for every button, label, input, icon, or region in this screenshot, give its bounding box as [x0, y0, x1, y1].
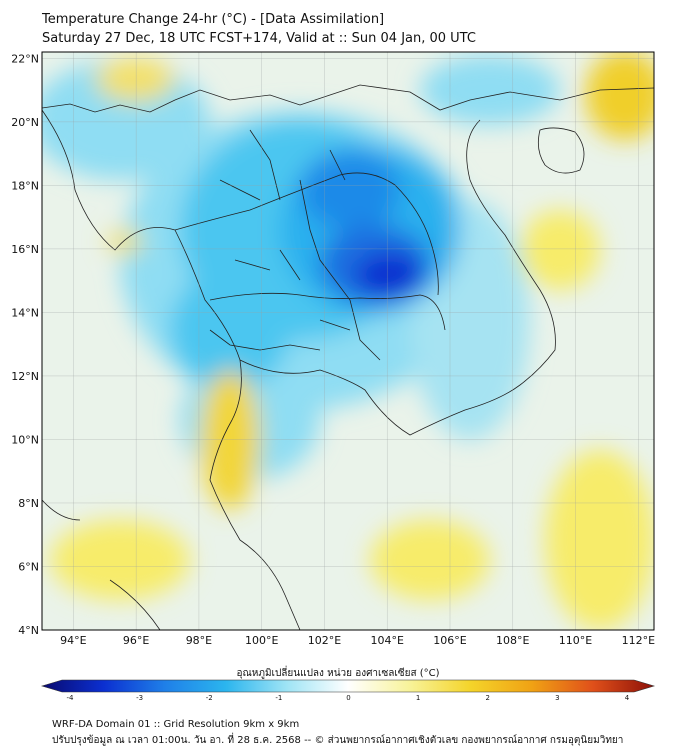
lat-label: 10°N [11, 433, 39, 446]
latitude-labels: 22°N 20°N 18°N 16°N 14°N 12°N 10°N 8°N 6°N 4°N [11, 52, 39, 637]
colorbar-tick-label: 0 [346, 694, 350, 702]
lon-label: 100°E [245, 634, 278, 647]
map-title: Temperature Change 24-hr (°C) - [Data As… [42, 12, 385, 27]
colorbar-tick-label: 4 [625, 694, 630, 702]
lon-label: 102°E [308, 634, 341, 647]
temperature-field [42, 52, 654, 630]
lon-label: 106°E [433, 634, 466, 647]
lat-label: 18°N [11, 179, 39, 192]
country-borders [42, 84, 654, 630]
colorbar: -4 -3 -2 -1 0 1 2 3 4 [40, 679, 656, 702]
longitude-labels: 94°E 96°E 98°E 100°E 102°E 104°E 106°E 108°E 110… [60, 634, 655, 647]
map-frame [41, 51, 655, 631]
lat-label: 22°N [11, 52, 39, 65]
colorbar-tick-label: -2 [206, 694, 213, 702]
colorbar-tick-label: 1 [416, 694, 420, 702]
lat-label: 14°N [11, 306, 39, 319]
lon-label: 94°E [60, 634, 86, 647]
lon-label: 108°E [496, 634, 529, 647]
credit-line: ปรับปรุงข้อมูล ณ เวลา 01:00น. วัน อา. ที… [52, 735, 624, 746]
colorbar-ticks: -4 -3 -2 -1 0 1 2 3 4 [67, 694, 630, 702]
colorbar-tick-label: 2 [486, 694, 490, 702]
lat-label: 6°N [18, 560, 39, 573]
lon-label: 96°E [123, 634, 149, 647]
lat-label: 12°N [11, 370, 39, 383]
lat-label: 8°N [18, 497, 39, 510]
graticule [42, 52, 654, 630]
lat-label: 20°N [11, 116, 39, 129]
lat-label: 4°N [18, 624, 39, 637]
lon-label: 98°E [186, 634, 212, 647]
colorbar-label: อุณหภูมิเปลี่ยนแปลง หน่วย องศาเซลเซียส (… [236, 668, 440, 679]
colorbar-tick-label: -1 [275, 694, 282, 702]
colorbar-tick-label: -3 [136, 694, 143, 702]
lon-label: 104°E [371, 634, 404, 647]
lat-label: 16°N [11, 243, 39, 256]
field-anomalies [42, 52, 654, 630]
colorbar-tick-label: 3 [555, 694, 559, 702]
colorbar-tick-label: -4 [67, 694, 75, 702]
lon-label: 112°E [622, 634, 655, 647]
model-info: WRF-DA Domain 01 :: Grid Resolution 9km … [52, 719, 300, 730]
map-subtitle: Saturday 27 Dec, 18 UTC FCST+174, Valid … [42, 31, 476, 46]
lon-label: 110°E [559, 634, 592, 647]
